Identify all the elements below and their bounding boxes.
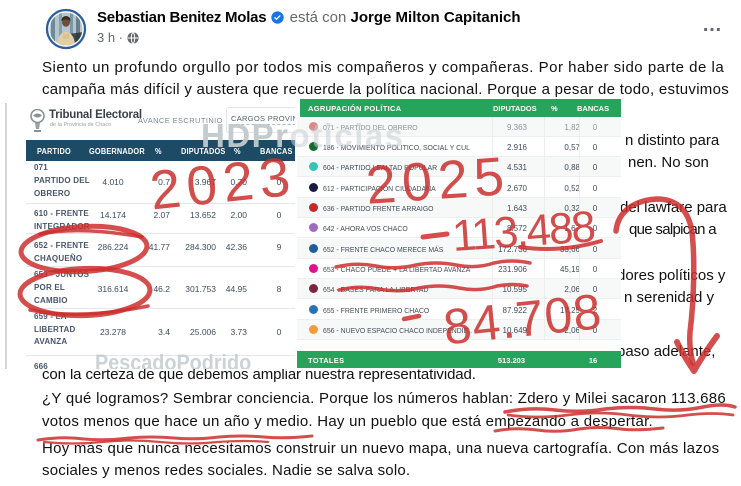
svg-text:113.488: 113.488 [451, 202, 596, 261]
svg-text:2025: 2025 [364, 146, 512, 216]
svg-text:84.708: 84.708 [441, 283, 605, 355]
svg-text:2023: 2023 [147, 145, 299, 222]
